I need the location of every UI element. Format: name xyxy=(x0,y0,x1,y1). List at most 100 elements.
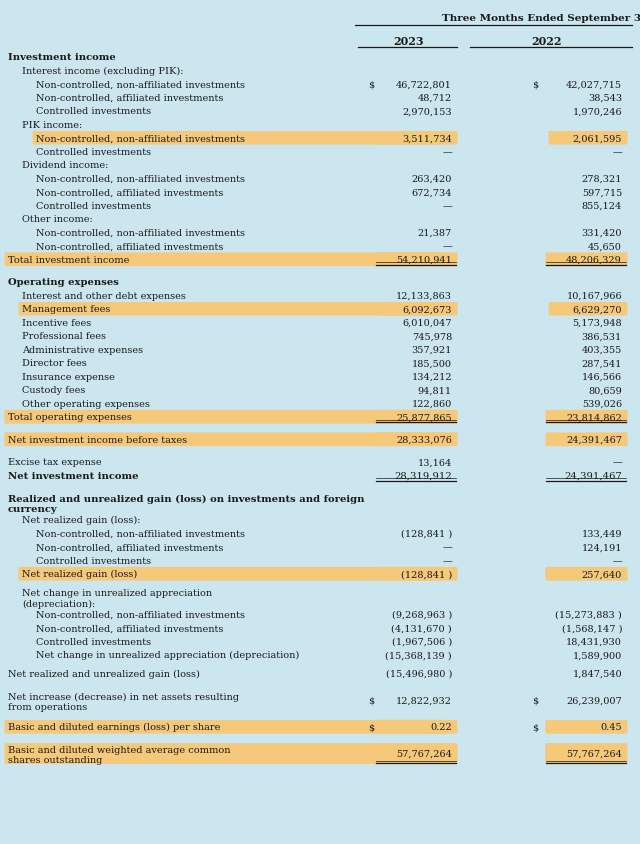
Text: Non-controlled, affiliated investments: Non-controlled, affiliated investments xyxy=(36,624,223,632)
Text: Non-controlled, affiliated investments: Non-controlled, affiliated investments xyxy=(36,543,223,552)
Text: $: $ xyxy=(532,722,538,732)
Text: 24,391,467: 24,391,467 xyxy=(566,436,622,444)
Text: Other income:: Other income: xyxy=(22,215,93,224)
Text: 48,206,329: 48,206,329 xyxy=(566,256,622,264)
Text: 80,659: 80,659 xyxy=(588,386,622,395)
FancyBboxPatch shape xyxy=(376,744,458,764)
Text: —: — xyxy=(442,543,452,552)
FancyBboxPatch shape xyxy=(19,303,442,316)
Text: 2022: 2022 xyxy=(532,36,563,47)
Text: from operations: from operations xyxy=(8,702,87,711)
Text: Dividend income:: Dividend income: xyxy=(22,161,108,170)
Text: Net investment income before taxes: Net investment income before taxes xyxy=(8,436,187,444)
Text: 25,877,865: 25,877,865 xyxy=(396,413,452,422)
FancyBboxPatch shape xyxy=(33,132,442,145)
Text: Insurance expense: Insurance expense xyxy=(22,372,115,381)
Text: Basic and diluted earnings (loss) per share: Basic and diluted earnings (loss) per sh… xyxy=(8,722,220,732)
Text: Controlled investments: Controlled investments xyxy=(36,637,151,646)
FancyBboxPatch shape xyxy=(376,433,458,446)
Text: (15,368,139 ): (15,368,139 ) xyxy=(385,651,452,659)
Text: (4,131,670 ): (4,131,670 ) xyxy=(392,624,452,632)
FancyBboxPatch shape xyxy=(545,253,627,267)
Text: Total operating expenses: Total operating expenses xyxy=(8,413,132,422)
Text: shares outstanding: shares outstanding xyxy=(8,755,102,765)
Text: (1,568,147 ): (1,568,147 ) xyxy=(561,624,622,632)
FancyBboxPatch shape xyxy=(548,303,627,316)
FancyBboxPatch shape xyxy=(4,410,444,425)
Text: Other operating expenses: Other operating expenses xyxy=(22,399,150,408)
Text: 46,722,801: 46,722,801 xyxy=(396,80,452,89)
Text: 2,061,595: 2,061,595 xyxy=(573,134,622,143)
FancyBboxPatch shape xyxy=(545,567,627,581)
Text: 6,629,270: 6,629,270 xyxy=(573,305,622,314)
Text: Controlled investments: Controlled investments xyxy=(36,202,151,210)
Text: —: — xyxy=(612,457,622,467)
Text: —: — xyxy=(612,556,622,565)
Text: 745,978: 745,978 xyxy=(412,332,452,341)
Text: 28,319,912: 28,319,912 xyxy=(394,471,452,480)
Text: 357,921: 357,921 xyxy=(412,345,452,354)
Text: 12,133,863: 12,133,863 xyxy=(396,291,452,300)
Text: 539,026: 539,026 xyxy=(582,399,622,408)
Text: 287,541: 287,541 xyxy=(582,359,622,368)
FancyBboxPatch shape xyxy=(376,253,458,267)
Text: Non-controlled, affiliated investments: Non-controlled, affiliated investments xyxy=(36,188,223,197)
Text: 54,210,941: 54,210,941 xyxy=(396,256,452,264)
FancyBboxPatch shape xyxy=(378,132,458,145)
Text: Non-controlled, non-affiliated investments: Non-controlled, non-affiliated investmen… xyxy=(36,610,245,619)
Text: 6,092,673: 6,092,673 xyxy=(403,305,452,314)
Text: Administrative expenses: Administrative expenses xyxy=(22,345,143,354)
Text: 133,449: 133,449 xyxy=(582,529,622,538)
Text: Non-controlled, affiliated investments: Non-controlled, affiliated investments xyxy=(36,94,223,103)
Text: —: — xyxy=(612,148,622,157)
Text: 48,712: 48,712 xyxy=(418,94,452,103)
Text: Net change in unrealized appreciation: Net change in unrealized appreciation xyxy=(22,589,212,598)
Text: 12,822,932: 12,822,932 xyxy=(396,695,452,705)
Text: Controlled investments: Controlled investments xyxy=(36,556,151,565)
Text: Professional fees: Professional fees xyxy=(22,332,106,341)
Text: Non-controlled, non-affiliated investments: Non-controlled, non-affiliated investmen… xyxy=(36,134,245,143)
Text: Non-controlled, non-affiliated investments: Non-controlled, non-affiliated investmen… xyxy=(36,229,245,237)
Text: 21,387: 21,387 xyxy=(418,229,452,237)
Text: (15,496,980 ): (15,496,980 ) xyxy=(386,669,452,678)
Text: 0.45: 0.45 xyxy=(600,722,622,732)
Text: Non-controlled, non-affiliated investments: Non-controlled, non-affiliated investmen… xyxy=(36,175,245,183)
Text: Realized and unrealized gain (loss) on investments and foreign: Realized and unrealized gain (loss) on i… xyxy=(8,495,365,504)
Text: 386,531: 386,531 xyxy=(582,332,622,341)
Text: $: $ xyxy=(532,695,538,705)
Text: 5,173,948: 5,173,948 xyxy=(572,318,622,327)
Text: Management fees: Management fees xyxy=(22,305,110,314)
Text: 13,164: 13,164 xyxy=(418,457,452,467)
Text: $: $ xyxy=(532,80,538,89)
FancyBboxPatch shape xyxy=(4,720,444,733)
Text: 1,589,900: 1,589,900 xyxy=(573,651,622,659)
FancyBboxPatch shape xyxy=(376,410,458,425)
Text: (128,841 ): (128,841 ) xyxy=(401,570,452,579)
Text: 26,239,007: 26,239,007 xyxy=(566,695,622,705)
Text: $: $ xyxy=(368,80,374,89)
FancyBboxPatch shape xyxy=(545,410,627,425)
FancyBboxPatch shape xyxy=(545,720,627,733)
Text: Non-controlled, affiliated investments: Non-controlled, affiliated investments xyxy=(36,242,223,251)
Text: Net realized gain (loss):: Net realized gain (loss): xyxy=(22,516,141,525)
Text: —: — xyxy=(442,556,452,565)
Text: 122,860: 122,860 xyxy=(412,399,452,408)
Text: 278,321: 278,321 xyxy=(582,175,622,183)
Text: $: $ xyxy=(368,695,374,705)
Text: Total investment income: Total investment income xyxy=(8,256,129,264)
Text: Net increase (decrease) in net assets resulting: Net increase (decrease) in net assets re… xyxy=(8,692,239,701)
Text: currency: currency xyxy=(8,505,58,513)
Text: Interest and other debt expenses: Interest and other debt expenses xyxy=(22,291,186,300)
Text: 134,212: 134,212 xyxy=(412,372,452,381)
FancyBboxPatch shape xyxy=(4,253,444,267)
Text: —: — xyxy=(442,148,452,157)
Text: Interest income (excluding PIK):: Interest income (excluding PIK): xyxy=(22,67,184,76)
Text: 146,566: 146,566 xyxy=(582,372,622,381)
FancyBboxPatch shape xyxy=(545,433,627,446)
Text: —: — xyxy=(442,242,452,251)
Text: 42,027,715: 42,027,715 xyxy=(566,80,622,89)
Text: 57,767,264: 57,767,264 xyxy=(396,749,452,758)
Text: 23,814,862: 23,814,862 xyxy=(566,413,622,422)
Text: 855,124: 855,124 xyxy=(582,202,622,210)
Text: Non-controlled, non-affiliated investments: Non-controlled, non-affiliated investmen… xyxy=(36,529,245,538)
